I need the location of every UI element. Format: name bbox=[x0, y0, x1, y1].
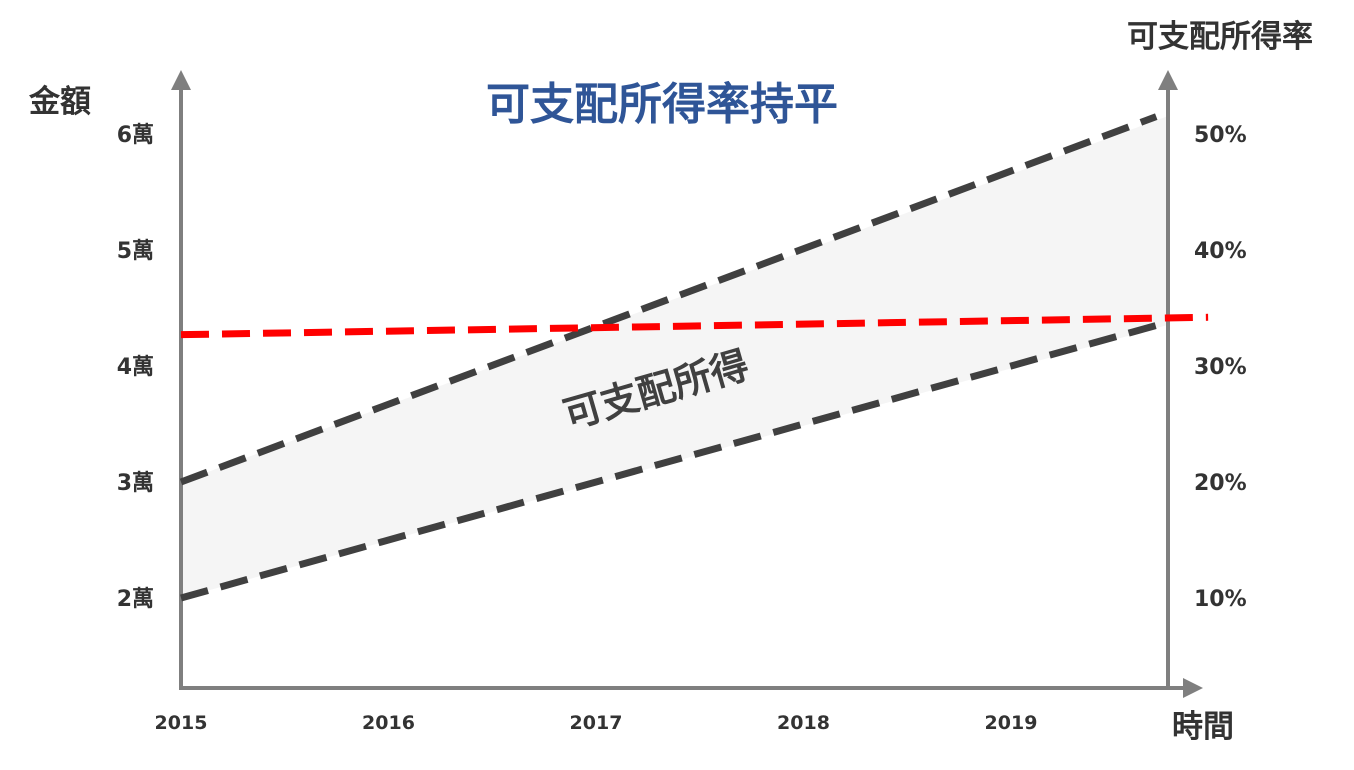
x-axis-arrow bbox=[1183, 678, 1203, 698]
right-y-tick-label: 40% bbox=[1194, 239, 1247, 264]
x-tick-label: 2019 bbox=[985, 712, 1038, 734]
left-y-ticks: 6萬 5萬 4萬 3萬 2萬 bbox=[117, 123, 154, 612]
series-ratio-line bbox=[180, 313, 1209, 339]
right-y-tick-label: 30% bbox=[1194, 355, 1247, 380]
right-y-tick-label: 10% bbox=[1194, 587, 1247, 612]
left-y-tick-label: 3萬 bbox=[117, 471, 154, 496]
axes bbox=[171, 70, 1203, 698]
x-tick-label: 2016 bbox=[362, 712, 415, 734]
left-y-tick-label: 2萬 bbox=[117, 587, 154, 612]
x-ticks: 2015 2016 2017 2018 2019 bbox=[155, 712, 1038, 734]
left-y-tick-label: 4萬 bbox=[117, 355, 154, 380]
series-lower-line bbox=[180, 322, 1158, 602]
x-tick-label: 2018 bbox=[777, 712, 830, 734]
left-axis-title: 金額 bbox=[28, 84, 91, 120]
series-upper-line bbox=[179, 113, 1158, 486]
band-area bbox=[181, 116, 1167, 598]
right-y-tick-label: 20% bbox=[1194, 471, 1247, 496]
x-axis-title: 時間 bbox=[1172, 709, 1234, 745]
left-y-axis-arrow bbox=[171, 70, 191, 90]
right-y-axis-arrow bbox=[1158, 70, 1178, 90]
right-y-tick-label: 50% bbox=[1194, 123, 1247, 148]
left-y-tick-label: 6萬 bbox=[117, 123, 154, 148]
right-axis-title: 可支配所得率 bbox=[1127, 19, 1313, 55]
left-y-tick-label: 5萬 bbox=[117, 239, 154, 264]
chart-title: 可支配所得率持平 bbox=[486, 79, 838, 130]
right-y-ticks: 50% 40% 30% 20% 10% bbox=[1194, 123, 1247, 612]
x-tick-label: 2015 bbox=[155, 712, 208, 734]
x-tick-label: 2017 bbox=[570, 712, 623, 734]
